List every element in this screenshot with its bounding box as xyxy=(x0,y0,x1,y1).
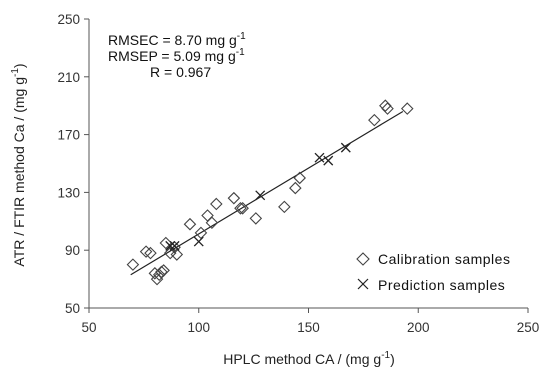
calibration-point xyxy=(159,236,173,250)
legend-label-prediction: Prediction samples xyxy=(378,277,505,293)
calibration-point xyxy=(227,191,241,205)
calibration-point xyxy=(278,200,291,214)
cross-stroke xyxy=(169,240,180,251)
calibration-point xyxy=(144,246,157,260)
y-tick-label: 210 xyxy=(57,70,80,85)
calibration-point xyxy=(170,248,184,261)
calibration-point xyxy=(249,212,263,225)
legend: Calibration samples Prediction samples xyxy=(356,251,510,293)
y-tick-label: 130 xyxy=(57,185,80,200)
r-annotation: R = 0.967 xyxy=(150,64,211,80)
calibration-point xyxy=(210,197,223,211)
prediction-point xyxy=(340,142,351,153)
x-tick-label: 150 xyxy=(297,320,320,335)
y-tick-label: 250 xyxy=(57,12,80,27)
cross-stroke xyxy=(193,236,204,247)
calibration-point xyxy=(139,245,153,258)
y-tick-label: 50 xyxy=(65,301,80,316)
prediction-point xyxy=(255,190,266,201)
calibration-point xyxy=(236,202,249,215)
x-tick-label: 50 xyxy=(81,320,96,335)
calibration-point xyxy=(205,216,219,230)
calibration-point xyxy=(201,209,214,222)
calibration-point xyxy=(126,258,140,271)
x-tick-label: 100 xyxy=(187,320,210,335)
ticks: 50 90 130 170 210 250 50 100 150 200 250 xyxy=(57,12,539,335)
rmsep-annotation: RMSEP = 5.09 mg g-1 xyxy=(108,47,245,64)
calibration-point xyxy=(152,268,166,282)
calibration-point xyxy=(289,181,302,195)
cross-stroke xyxy=(340,142,351,153)
y-axis-title: ATR / FTIR method Ca / (mg g-1) xyxy=(10,63,27,266)
cross-stroke xyxy=(165,240,176,251)
calibration-point xyxy=(368,113,381,127)
calibration-point xyxy=(157,264,170,277)
calibration-point xyxy=(293,171,306,185)
legend-label-calibration: Calibration samples xyxy=(378,251,510,267)
cross-stroke xyxy=(255,190,266,201)
calibration-point xyxy=(234,202,247,215)
data-points xyxy=(126,99,414,286)
prediction-point xyxy=(314,152,325,163)
y-tick-label: 90 xyxy=(65,243,80,258)
calibration-point xyxy=(194,226,208,240)
calibration-point xyxy=(381,102,394,115)
legend-cross-marker xyxy=(357,278,369,290)
x-tick-label: 250 xyxy=(517,320,540,335)
x-axis-title: HPLC method CA / (mg g-1) xyxy=(223,350,395,367)
calibration-point xyxy=(400,102,414,115)
prediction-point xyxy=(323,155,334,166)
calibration-point xyxy=(183,217,197,231)
legend-diamond-marker xyxy=(356,252,370,266)
prediction-point xyxy=(165,240,176,251)
prediction-point xyxy=(193,236,204,247)
cross-stroke xyxy=(323,155,334,166)
x-tick-label: 200 xyxy=(407,320,430,335)
prediction-point xyxy=(169,240,180,251)
cross-stroke xyxy=(314,152,325,163)
y-tick-label: 170 xyxy=(57,128,80,143)
rmsec-annotation: RMSEC = 8.70 mg g-1 xyxy=(108,31,246,48)
